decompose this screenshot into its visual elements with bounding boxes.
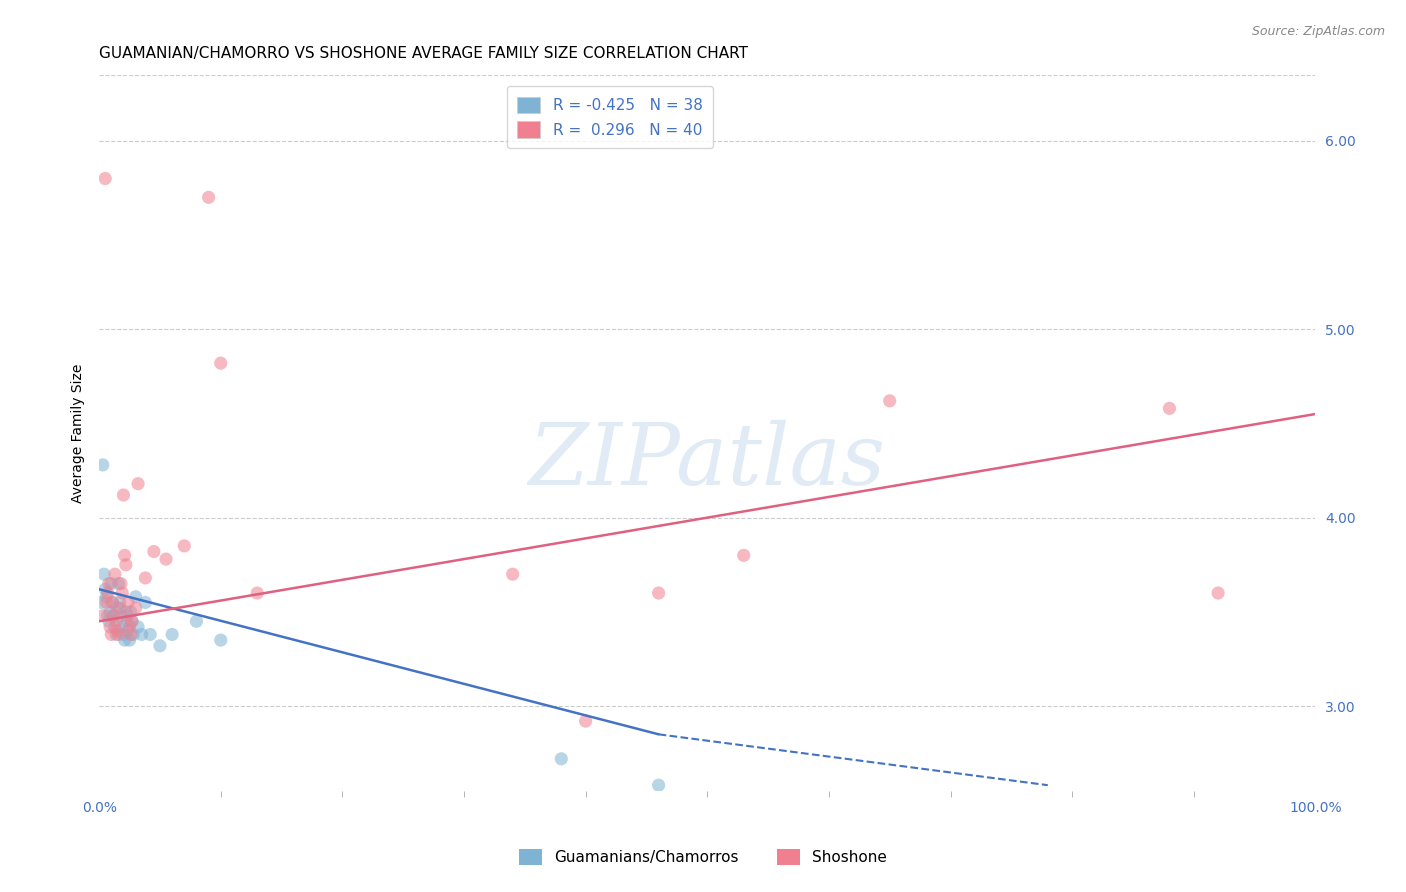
Point <box>101 595 124 609</box>
Point <box>124 601 146 615</box>
Point <box>108 601 131 615</box>
Point <box>124 590 146 604</box>
Point <box>100 576 122 591</box>
Point <box>127 476 149 491</box>
Point <box>110 576 132 591</box>
Point <box>101 595 124 609</box>
Point <box>173 539 195 553</box>
Point <box>97 608 120 623</box>
Point <box>134 595 156 609</box>
Point <box>142 544 165 558</box>
Point <box>91 458 114 472</box>
Point <box>118 633 141 648</box>
Point <box>115 558 138 572</box>
Point <box>134 571 156 585</box>
Point <box>502 567 524 582</box>
Point <box>98 620 121 634</box>
Point <box>647 778 669 792</box>
Point <box>103 608 125 623</box>
Point <box>149 639 172 653</box>
Point <box>105 627 128 641</box>
Point <box>118 620 141 634</box>
Point <box>550 752 572 766</box>
Point <box>114 549 136 563</box>
Point <box>112 488 135 502</box>
Point <box>105 614 128 628</box>
Point <box>209 633 232 648</box>
Point <box>105 624 128 638</box>
Point <box>112 627 135 641</box>
Point <box>108 595 131 609</box>
Point <box>197 190 219 204</box>
Point <box>97 586 120 600</box>
Point <box>115 614 138 628</box>
Legend: R = -0.425   N = 38, R =  0.296   N = 40: R = -0.425 N = 38, R = 0.296 N = 40 <box>506 87 713 148</box>
Point <box>120 627 142 641</box>
Point <box>160 627 183 641</box>
Point <box>96 590 118 604</box>
Text: Source: ZipAtlas.com: Source: ZipAtlas.com <box>1251 25 1385 38</box>
Point <box>575 714 598 728</box>
Point <box>107 627 129 641</box>
Point <box>115 608 138 623</box>
Point <box>100 627 122 641</box>
Point <box>1159 401 1181 416</box>
Point <box>879 393 901 408</box>
Point <box>111 586 134 600</box>
Point <box>121 614 143 628</box>
Y-axis label: Average Family Size: Average Family Size <box>72 363 86 502</box>
Point <box>115 605 138 619</box>
Point <box>104 567 127 582</box>
Point <box>120 605 142 619</box>
Point <box>97 576 120 591</box>
Text: ZIPatlas: ZIPatlas <box>529 420 886 503</box>
Point <box>96 595 118 609</box>
Point <box>98 605 121 619</box>
Point <box>1206 586 1229 600</box>
Point <box>114 633 136 648</box>
Point <box>647 586 669 600</box>
Point <box>246 586 269 600</box>
Point <box>93 567 115 582</box>
Point <box>121 614 143 628</box>
Point <box>111 620 134 634</box>
Point <box>155 552 177 566</box>
Point <box>733 549 755 563</box>
Point <box>131 627 153 641</box>
Point <box>107 576 129 591</box>
Point <box>122 627 145 641</box>
Point <box>105 601 128 615</box>
Legend: Guamanians/Chamorros, Shoshone: Guamanians/Chamorros, Shoshone <box>513 843 893 871</box>
Text: GUAMANIAN/CHAMORRO VS SHOSHONE AVERAGE FAMILY SIZE CORRELATION CHART: GUAMANIAN/CHAMORRO VS SHOSHONE AVERAGE F… <box>100 46 748 62</box>
Point <box>94 582 117 597</box>
Point <box>139 627 162 641</box>
Point <box>104 620 127 634</box>
Point <box>186 614 208 628</box>
Point <box>94 171 117 186</box>
Point <box>117 595 139 609</box>
Point <box>209 356 232 370</box>
Point <box>103 608 125 623</box>
Point <box>127 620 149 634</box>
Point <box>91 608 114 623</box>
Point <box>97 614 120 628</box>
Point <box>117 624 139 638</box>
Point <box>90 595 112 609</box>
Point <box>110 608 132 623</box>
